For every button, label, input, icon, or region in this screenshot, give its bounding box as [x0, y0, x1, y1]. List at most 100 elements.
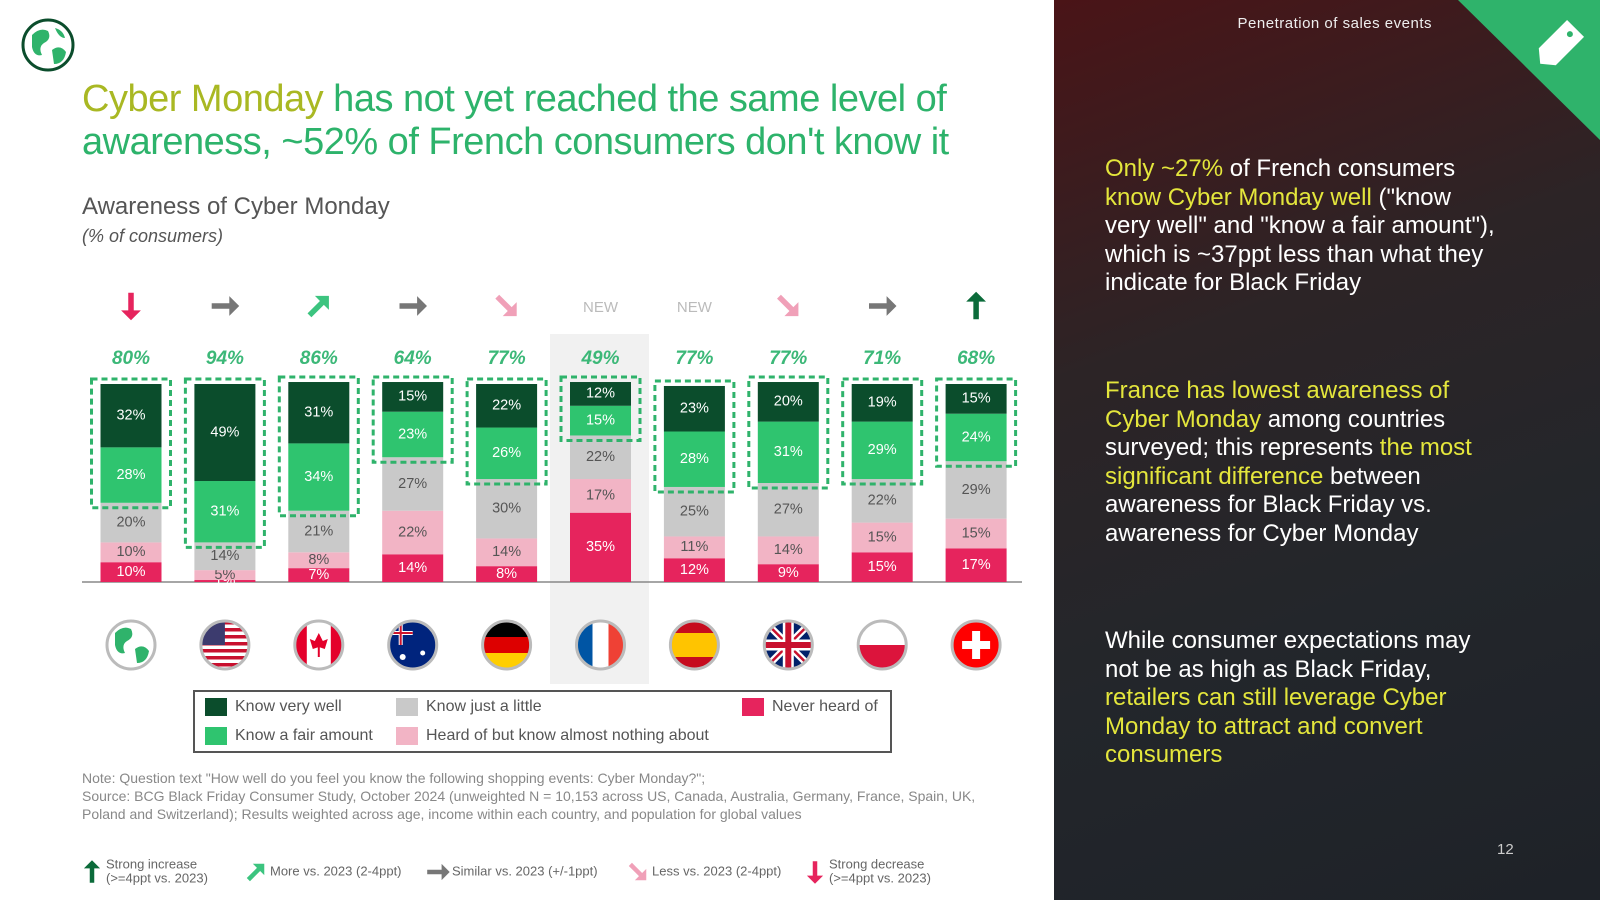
- trend-arrow: [495, 294, 517, 317]
- segment-label: 20%: [116, 514, 145, 530]
- corner-badge: [1458, 0, 1600, 140]
- arrow-shape: [307, 295, 329, 318]
- bar-segment: [851, 522, 913, 553]
- bar-segment: [382, 457, 444, 511]
- flag-ring: [387, 619, 439, 671]
- bar-segment: [476, 384, 538, 428]
- legend-label: Know a fair amount: [235, 727, 373, 744]
- trend-legend-label: (>=4ppt vs. 2023): [829, 870, 931, 885]
- trend-new: NEW: [677, 299, 713, 316]
- bar-segment: [663, 431, 725, 487]
- segment-label: 27%: [398, 476, 427, 492]
- flag-ring: [481, 619, 533, 671]
- legend-swatch: [396, 698, 418, 716]
- header: Penetration of sales events: [1237, 15, 1432, 32]
- paragraph: While consumer expectations may not be a…: [1105, 627, 1495, 770]
- highlight-box: [183, 377, 266, 549]
- segment-label: 10%: [116, 544, 145, 560]
- trend-arrow: [307, 295, 329, 318]
- trend-legend-label: More vs. 2023 (2-4ppt): [270, 863, 402, 878]
- bar-segment: [100, 447, 162, 503]
- bar-segment: [945, 413, 1007, 462]
- trend-arrow: [399, 296, 427, 316]
- flag-ring: [668, 619, 720, 671]
- bar-segment: [757, 483, 819, 537]
- bar-segment: [757, 564, 819, 582]
- segment-label: 28%: [680, 451, 709, 467]
- bar-segment: [100, 542, 162, 563]
- note: Note: Question text "How well do you fee…: [82, 770, 706, 786]
- highlight-box: [747, 375, 830, 490]
- paragraph: France has lowest awareness of Cyber Mon…: [1105, 377, 1495, 548]
- segment-label: 31%: [210, 504, 239, 520]
- bar-segment: [945, 461, 1007, 519]
- bar-segment: [194, 580, 256, 582]
- bar-segment: [663, 536, 725, 559]
- segment-label: 15%: [586, 412, 615, 428]
- segment-label: 15%: [962, 525, 991, 541]
- flag-ring: [105, 619, 157, 671]
- segment-label: 23%: [398, 426, 427, 442]
- footnote: Note: Question text "How well do you fee…: [82, 769, 1012, 823]
- flag-part: [858, 645, 907, 669]
- bar-segment: [945, 518, 1007, 549]
- arrow-shape: [399, 296, 427, 316]
- paragraph-part: of French consumers: [1229, 155, 1456, 182]
- bar-segment: [288, 510, 350, 553]
- segment-label: 15%: [398, 389, 427, 405]
- bar-segment: [945, 384, 1007, 414]
- bar-segment: [288, 552, 350, 569]
- segment-label: 27%: [774, 502, 803, 518]
- legend-swatch: [205, 727, 227, 745]
- legend-swatch: [742, 698, 764, 716]
- trend-legend-arrow: [806, 861, 824, 884]
- trend-legend-arrow: [83, 860, 101, 883]
- segment-label: 35%: [586, 539, 615, 555]
- bar-segment: [194, 481, 256, 543]
- trend-legend-arrow: [628, 862, 647, 881]
- bar-segment: [851, 479, 913, 523]
- arrow-shape: [427, 863, 450, 881]
- segment-label: 19%: [868, 395, 897, 411]
- trend-legend-label: Strong increase: [106, 856, 197, 871]
- flag-ring: [199, 619, 251, 671]
- segment-label: 10%: [116, 564, 145, 580]
- flag: [481, 619, 533, 671]
- flag: [575, 619, 626, 671]
- bar-segment: [288, 382, 350, 444]
- flag: [668, 619, 720, 671]
- segment-label: 5%: [214, 567, 235, 583]
- segment-label: 25%: [680, 504, 709, 520]
- bar-segment: [570, 382, 631, 406]
- total-label: 49%: [580, 348, 619, 369]
- flag-ring: [575, 619, 626, 671]
- segment-label: 8%: [496, 566, 517, 582]
- paragraph-part: retailers can still leverage Cyber Monda…: [1105, 684, 1447, 768]
- total-label: 64%: [394, 348, 432, 369]
- segment-label: 7%: [308, 567, 329, 583]
- trend-arrow: [121, 292, 141, 321]
- bar-segment: [288, 443, 350, 511]
- flag: [950, 619, 1002, 671]
- bar-segment: [570, 512, 631, 582]
- bar-segment: [476, 566, 538, 582]
- trend-legend-label: Less vs. 2023 (2-4ppt): [652, 863, 781, 878]
- bar-segment: [570, 479, 631, 513]
- segment-label: 15%: [962, 391, 991, 407]
- segment-label: 29%: [962, 482, 991, 498]
- bar-segment: [476, 538, 538, 567]
- legend-label: Know just a little: [426, 698, 542, 715]
- total-label: 86%: [300, 348, 338, 369]
- arrow-shape: [966, 291, 986, 320]
- segment-label: 23%: [680, 401, 709, 417]
- trend-legend-label: (>=4ppt vs. 2023): [106, 870, 208, 885]
- total-label: 77%: [488, 348, 526, 369]
- segment-label: 9%: [778, 565, 799, 581]
- bar-segment: [570, 435, 631, 480]
- segment-label: 21%: [304, 523, 333, 539]
- total-label: 68%: [957, 348, 995, 369]
- paragraph-part: Only ~27%: [1105, 155, 1230, 182]
- flag-ring: [293, 619, 345, 671]
- legend-swatch: [205, 698, 227, 716]
